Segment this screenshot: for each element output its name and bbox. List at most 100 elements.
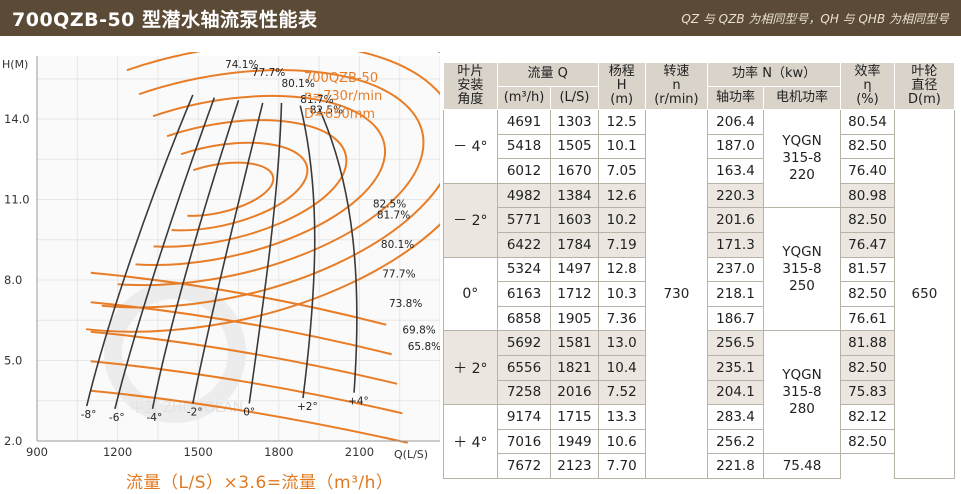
col-flow-m3h: (m³/h) xyxy=(496,85,552,110)
flow-ls-cell: 1784 xyxy=(550,231,599,258)
x-axis-label: Q(L/S) xyxy=(394,448,428,461)
efficiency-curve xyxy=(101,52,440,309)
shaft-power-cell: 256.5 xyxy=(707,330,764,356)
efficiency-curves xyxy=(85,52,440,444)
efficiency-cell: 82.50 xyxy=(840,207,895,233)
page-title: 700QZB-50 型潜水轴流泵性能表 xyxy=(12,8,318,31)
shaft-power-cell: 201.6 xyxy=(707,207,764,233)
table-row: ＋ 2° 5692 1581 13.0 256.5 YQGN 315-8 280 81.88 xyxy=(443,330,955,455)
shaft-power-cell: 206.4 xyxy=(707,109,764,135)
efficiency-curve xyxy=(90,271,387,326)
table-row: 6858 1905 7.36 186.7 76.61 xyxy=(444,305,955,332)
col-efficiency: 效率 η (%) xyxy=(840,62,895,110)
flow-m3h-cell: 5771 xyxy=(496,207,552,233)
efficiency-cell: 81.57 xyxy=(840,256,895,283)
efficiency-label: 82.5% xyxy=(373,199,406,211)
svg-text:中蓝 ZHONGLAN: 中蓝 ZHONGLAN xyxy=(130,400,243,416)
chart-legend: 700QZB-50 n=730r/min D=650mm xyxy=(304,71,382,122)
flow-ls-cell: 1670 xyxy=(550,158,599,184)
flow-m3h-cell: 4691 xyxy=(496,109,552,135)
table-row: 5418 1505 10.1 187.0 82.50 xyxy=(444,133,955,160)
efficiency-label: 80.1% xyxy=(381,239,414,251)
head-cell: 13.0 xyxy=(597,330,646,356)
head-cell: 7.70 xyxy=(597,453,646,479)
table-row: 5771 1603 10.2 201.6 YQGN 315-8 250 82.50 xyxy=(444,207,955,332)
motor-power-cell: YQGN 315-8 280 xyxy=(762,330,842,455)
head-cell: 10.4 xyxy=(597,354,646,381)
efficiency-label: 74.1% xyxy=(225,59,258,71)
blade-angle-cell: － 2° xyxy=(443,182,498,258)
head-cell: 12.6 xyxy=(597,182,646,209)
head-cell: 10.1 xyxy=(597,133,646,160)
blade-angle-curve xyxy=(85,94,194,407)
col-flow-ls: (L/S) xyxy=(550,85,599,110)
col-impeller: 叶轮 直径 D(m) xyxy=(893,62,956,110)
shaft-power-cell: 283.4 xyxy=(707,404,764,430)
col-head: 杨程 H (m) xyxy=(597,62,646,110)
table-row: 0° 5324 1497 12.8 237.0 81.57 xyxy=(443,256,955,332)
blade-angle-curve xyxy=(114,97,216,410)
flow-ls-cell: 2016 xyxy=(550,379,599,406)
flow-m3h-cell: 5692 xyxy=(496,330,552,356)
blade-angle-cell: 0° xyxy=(443,256,498,332)
flow-ls-cell: 1821 xyxy=(550,354,599,381)
shaft-power-cell: 221.8 xyxy=(707,453,764,479)
efficiency-cell: 75.48 xyxy=(762,453,842,479)
x-tick-label: 1500 xyxy=(184,445,213,459)
table-row: 7672 2123 7.70 221.8 75.48 xyxy=(444,453,955,479)
efficiency-curve xyxy=(90,301,392,356)
y-tick-label: 8.0 xyxy=(4,273,22,287)
head-cell: 7.19 xyxy=(597,231,646,258)
flow-ls-cell: 1715 xyxy=(550,404,599,430)
blade-angle-cell: － 4° xyxy=(443,109,498,184)
table-row: 6422 1784 7.19 171.3 76.47 xyxy=(444,231,955,258)
head-cell: 7.36 xyxy=(597,305,646,332)
motor-line: 315-8 xyxy=(782,150,822,167)
y-axis-label: H(M) xyxy=(2,58,28,71)
flow-m3h-cell: 5418 xyxy=(496,133,552,160)
table-row: 7258 2016 7.52 204.1 75.83 xyxy=(444,379,955,406)
x-tick-label: 900 xyxy=(26,445,48,459)
table-row: ＋ 4° 9174 1715 13.3 283.4 82.12 xyxy=(443,404,955,479)
shaft-power-cell: 218.1 xyxy=(707,281,764,307)
efficiency-cell: 82.50 xyxy=(840,281,895,307)
legend-speed: n=730r/min xyxy=(304,89,382,104)
col-speed: 转速 n (r/min) xyxy=(644,62,709,110)
flow-m3h-cell: 6556 xyxy=(496,354,552,381)
motor-line: 315-8 xyxy=(782,260,822,277)
efficiency-label: 82.5% xyxy=(310,105,343,117)
flow-ls-cell: 1384 xyxy=(550,182,599,209)
y-tick-label: 5.0 xyxy=(4,354,22,368)
shaft-power-cell: 237.0 xyxy=(707,256,764,283)
flow-ls-cell: 1949 xyxy=(550,428,599,455)
table-row: － 2° 4982 1384 12.6 220.3 80.98 xyxy=(443,182,955,258)
col-blade-angle: 叶片 安装 角度 xyxy=(443,62,498,110)
x-tick-label: 1800 xyxy=(264,445,293,459)
flow-ls-cell: 2123 xyxy=(550,453,599,479)
flow-ls-cell: 1505 xyxy=(550,133,599,160)
efficiency-label: 81.7% xyxy=(377,209,410,221)
efficiency-curve xyxy=(135,94,387,266)
head-cell: 7.05 xyxy=(597,158,646,184)
flow-ls-cell: 1581 xyxy=(550,330,599,356)
head-cell: 12.8 xyxy=(597,256,646,283)
efficiency-curve xyxy=(85,52,440,333)
blade-angle-curve xyxy=(318,108,358,393)
flow-m3h-cell: 5324 xyxy=(496,256,552,283)
flow-m3h-cell: 6422 xyxy=(496,231,552,258)
motor-line: YQGN xyxy=(782,366,822,383)
efficiency-cell: 82.50 xyxy=(840,428,895,455)
flow-ls-cell: 1303 xyxy=(550,109,599,135)
blade-angle-curve xyxy=(299,105,316,399)
shaft-power-cell: 204.1 xyxy=(707,379,764,406)
table-row: 6556 1821 10.4 235.1 82.50 xyxy=(444,354,955,381)
y-tick-label: 2.0 xyxy=(4,434,22,448)
efficiency-cell: 82.50 xyxy=(840,354,895,381)
efficiency-cell: 76.61 xyxy=(840,305,895,332)
motor-line: YQGN xyxy=(782,133,822,150)
motor-line: YQGN xyxy=(782,243,822,260)
flow-m3h-cell: 6858 xyxy=(496,305,552,332)
efficiency-curve xyxy=(90,330,398,385)
x-tick-label: 1200 xyxy=(103,445,132,459)
efficiency-curve xyxy=(117,69,425,287)
